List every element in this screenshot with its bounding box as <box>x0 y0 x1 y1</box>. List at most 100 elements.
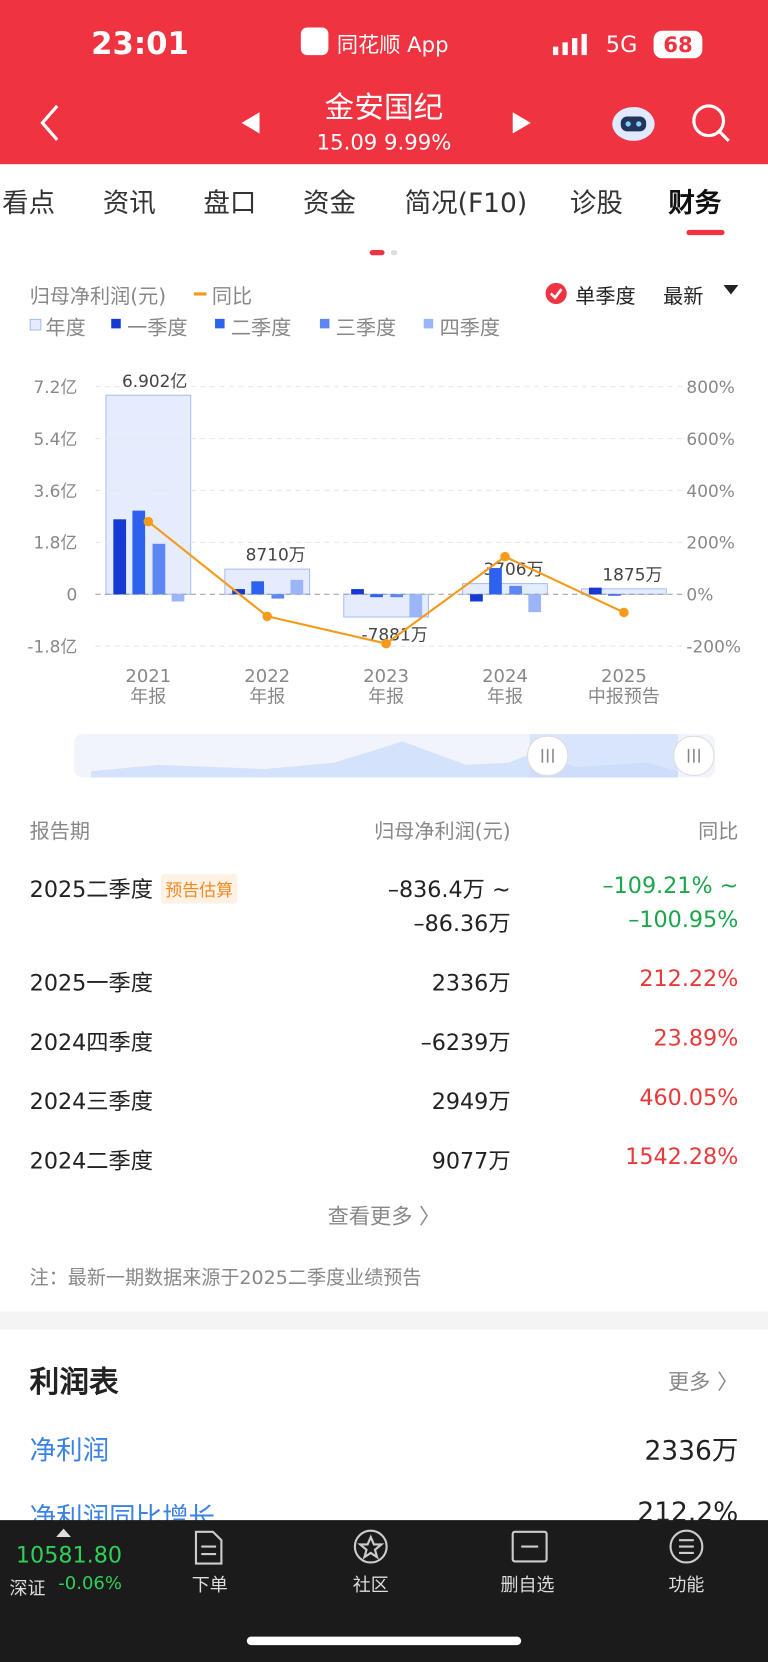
y-label: 归母净利润(元) <box>29 284 167 309</box>
y2-tick-label: 800% <box>686 377 734 397</box>
sort[interactable]: 最新 <box>663 284 704 309</box>
period: 2024四季度 <box>29 1029 154 1056</box>
time: 23:01 <box>91 25 189 62</box>
legend-label: 年度 <box>45 316 86 341</box>
quarter-bar <box>351 589 364 595</box>
price: 15.09 <box>316 129 378 155</box>
legend-label: 四季度 <box>439 316 501 341</box>
yoy-point <box>143 516 154 527</box>
yoy: 23.89% <box>653 1025 739 1051</box>
section-more[interactable]: 更多 〉 <box>668 1368 739 1395</box>
tab[interactable]: 资讯 <box>102 187 156 219</box>
x-tick-label: 年报 <box>249 686 285 707</box>
bottom-item[interactable]: 下单 <box>191 1575 228 1597</box>
mode[interactable]: 单季度 <box>575 284 636 309</box>
quarter-bar <box>608 594 621 596</box>
profit: 2949万 <box>431 1088 511 1115</box>
legend-swatch <box>319 318 330 329</box>
y-tick-label: 1.8亿 <box>33 533 77 553</box>
quarter-bar <box>588 587 602 595</box>
profit: 9077万 <box>431 1148 511 1174</box>
tab[interactable]: 诊股 <box>569 187 623 219</box>
yoy-point <box>500 551 510 562</box>
note: 注：最新一期数据来源于2025二季度业绩预告 <box>29 1266 422 1290</box>
index-value[interactable]: 10581.80 <box>15 1542 123 1568</box>
yoy: –100.95% <box>628 906 739 933</box>
page-dot <box>390 249 398 256</box>
x-tick-label: 年报 <box>368 686 404 707</box>
tab-indicator <box>686 229 725 236</box>
profit: –836.4万 ~ <box>387 877 511 903</box>
yoy: –109.21% ~ <box>602 872 739 899</box>
quarter-bar <box>489 568 502 595</box>
tab[interactable]: 财务 <box>668 187 722 219</box>
quarter-bar <box>132 510 146 595</box>
section-title: 利润表 <box>29 1364 119 1400</box>
home-indicator <box>246 1636 522 1646</box>
quarter-bar <box>251 581 265 595</box>
y-tick-label: 7.2亿 <box>33 377 77 397</box>
signal <box>552 33 587 56</box>
y2-tick-label: 600% <box>686 429 734 449</box>
period: 2025二季度 <box>29 877 154 903</box>
legend-label: 二季度 <box>230 316 292 341</box>
quarter-bar <box>370 594 383 598</box>
data-label: 1875万 <box>602 564 662 584</box>
stock-quote: 15.09 9.99% <box>0 129 768 154</box>
app-name: 同花顺 App <box>336 31 449 58</box>
legend-label: 一季度 <box>127 316 188 341</box>
y-tick-label: 3.6亿 <box>33 481 77 501</box>
y2-tick-label: -200% <box>686 637 741 657</box>
quarter-bar <box>271 594 285 599</box>
legend-label: 三季度 <box>335 316 397 341</box>
item-label[interactable]: 净利润 <box>29 1435 110 1467</box>
bottom-item[interactable]: 删自选 <box>500 1575 555 1597</box>
quarter-bar <box>290 579 304 595</box>
x-tick-label: 2025 <box>601 666 647 687</box>
yoy-point <box>262 611 272 622</box>
yoy: 1542.28% <box>625 1144 739 1170</box>
check[interactable] <box>544 282 569 307</box>
market: 深证 <box>9 1578 46 1600</box>
tab[interactable]: 看点 <box>2 187 56 219</box>
yoy: 212.22% <box>639 966 739 992</box>
y2-tick-label: 200% <box>686 533 734 553</box>
tab[interactable]: 盘口 <box>203 187 257 219</box>
y-tick-label: 0 <box>67 585 78 605</box>
table-header: 归母净利润(元) <box>374 819 511 844</box>
yoy-point <box>381 638 391 649</box>
period: 2024二季度 <box>29 1148 154 1174</box>
tab[interactable]: 简况(F10) <box>404 187 528 219</box>
yoy-point <box>619 607 629 618</box>
profit: –86.36万 <box>413 911 511 937</box>
bottom-icons <box>194 1529 704 1565</box>
profit: –6239万 <box>420 1029 511 1056</box>
tab[interactable]: 资金 <box>302 187 356 219</box>
data-label: 6.902亿 <box>122 371 187 391</box>
quarter-bar <box>470 594 483 602</box>
annual-bar <box>462 583 548 595</box>
quarter-bar <box>232 589 245 595</box>
y-tick-label: -1.8亿 <box>27 637 77 657</box>
dropdown[interactable] <box>722 284 739 297</box>
bottom-item[interactable]: 社区 <box>352 1575 389 1597</box>
legend-swatch <box>215 318 225 329</box>
index-change: -0.06% <box>58 1573 122 1595</box>
item-value: 2336万 <box>644 1435 739 1467</box>
x-tick-label: 2021 <box>125 666 171 687</box>
x-tick-label: 2024 <box>482 666 528 687</box>
nav-icons <box>40 104 730 143</box>
quarter-bar <box>390 594 404 598</box>
app-icon <box>300 27 329 56</box>
period: 2024三季度 <box>29 1088 154 1115</box>
change: 9.99% <box>384 129 452 155</box>
y2-tick-label: 400% <box>686 481 734 501</box>
stock-name: 金安国纪 <box>324 90 444 125</box>
quarter-bar <box>152 543 166 595</box>
x-tick-label: 2022 <box>244 666 290 687</box>
x-tick-label: 年报 <box>130 686 166 707</box>
bottom-item[interactable]: 功能 <box>668 1575 705 1597</box>
more-link[interactable]: 查看更多 〉 <box>327 1203 441 1229</box>
